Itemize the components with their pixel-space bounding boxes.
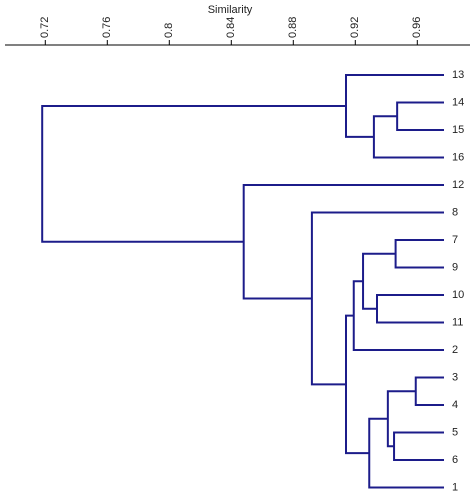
merge-link	[345, 74, 444, 138]
leaf-label: 6	[452, 454, 458, 466]
merge-link	[394, 239, 444, 269]
leaf-label: 9	[452, 261, 458, 273]
merge-link	[393, 431, 444, 461]
leaf-label: 1	[452, 481, 458, 493]
leaf-label: 7	[452, 234, 458, 246]
x-tick-label: 0.96	[411, 17, 423, 38]
leaf-label: 2	[452, 344, 458, 356]
merge-link	[352, 280, 444, 351]
leaf-label: 10	[452, 289, 464, 301]
x-tick-label: 0.84	[225, 17, 237, 38]
axis-label: Similarity	[208, 4, 253, 16]
merge-link	[386, 390, 416, 448]
merge-link	[362, 252, 396, 310]
merge-link	[242, 184, 444, 300]
leaf-label: 8	[452, 206, 458, 218]
merge-link	[41, 104, 346, 243]
leaf-label: 14	[452, 96, 464, 108]
x-tick-label: 0.72	[39, 17, 51, 38]
x-tick-label: 0.88	[287, 17, 299, 38]
leaf-label: 13	[452, 69, 464, 81]
merge-link	[414, 376, 444, 406]
x-tick-label: 0.8	[163, 23, 175, 38]
merge-link	[396, 101, 444, 131]
merge-link	[345, 314, 370, 455]
leaf-label: 15	[452, 124, 464, 136]
merge-link	[376, 294, 444, 324]
x-tick-label: 0.76	[101, 17, 113, 38]
leaf-label: 5	[452, 426, 458, 438]
leaf-label: 16	[452, 151, 464, 163]
x-tick-label: 0.92	[349, 17, 361, 38]
leaf-label: 4	[452, 399, 458, 411]
merge-link	[368, 417, 444, 489]
leaf-label: 3	[452, 371, 458, 383]
merge-link	[372, 115, 444, 159]
leaf-label: 12	[452, 179, 464, 191]
leaf-label: 11	[452, 316, 463, 328]
